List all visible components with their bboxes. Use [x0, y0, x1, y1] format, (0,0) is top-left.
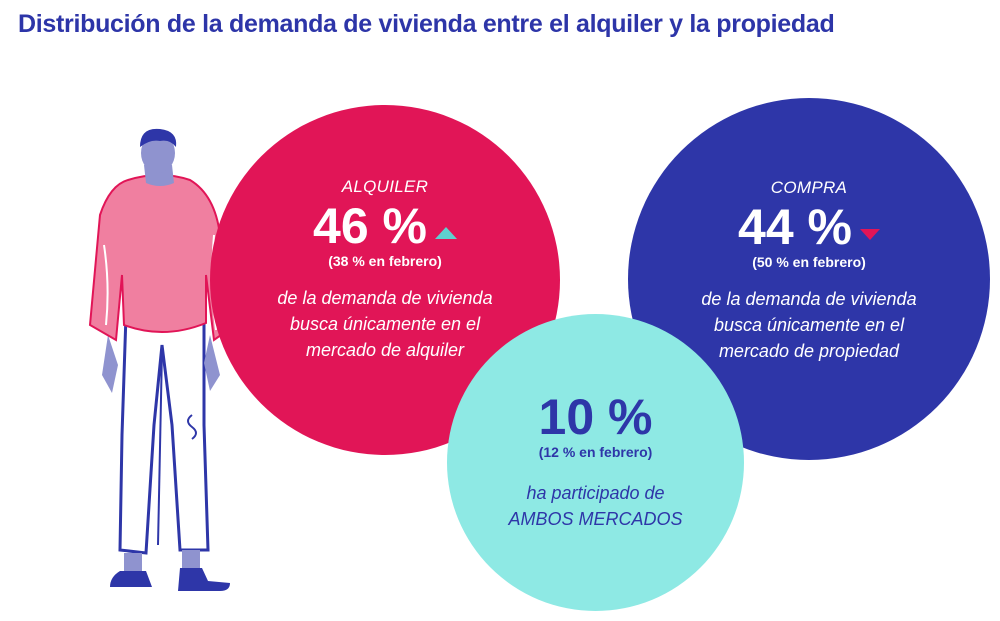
page-title: Distribución de la demanda de vivienda e… — [18, 10, 835, 38]
person-illustration — [88, 128, 230, 591]
triangle-up-icon — [434, 227, 457, 239]
rent-percent-row: 46 % — [313, 201, 457, 251]
rent-desc-line: busca únicamente en el — [289, 314, 481, 334]
buy-description: de la demanda de vivienda busca únicamen… — [701, 286, 916, 364]
rent-previous: (38 % en febrero) — [328, 253, 442, 269]
both-percent: 10 % — [538, 389, 653, 445]
both-circle: 10 % (12 % en febrero) ha participado de… — [447, 314, 744, 611]
buy-percent-row: 44 % — [738, 202, 880, 252]
buy-previous: (50 % en febrero) — [752, 254, 866, 270]
both-previous: (12 % en febrero) — [538, 444, 653, 460]
rent-desc-line: de la demanda de vivienda — [277, 288, 493, 308]
rent-desc-line: mercado de alquiler — [305, 340, 465, 360]
buy-desc-line: busca únicamente en el — [713, 315, 905, 335]
rent-label: ALQUILER — [341, 177, 429, 196]
buy-desc-line: mercado de propiedad — [718, 341, 900, 361]
triangle-down-icon — [859, 228, 880, 240]
both-desc-line: ha participado de — [526, 483, 665, 503]
rent-description: de la demanda de vivienda busca únicamen… — [277, 285, 492, 363]
both-description: ha participado de AMBOS MERCADOS — [508, 480, 682, 532]
buy-label: COMPRA — [770, 178, 848, 197]
both-percent-row: 10 % — [539, 392, 653, 442]
rent-percent: 46 % — [313, 198, 427, 254]
buy-desc-line: de la demanda de vivienda — [701, 289, 917, 309]
buy-percent: 44 % — [738, 199, 852, 255]
both-desc-line: AMBOS MERCADOS — [508, 509, 683, 529]
